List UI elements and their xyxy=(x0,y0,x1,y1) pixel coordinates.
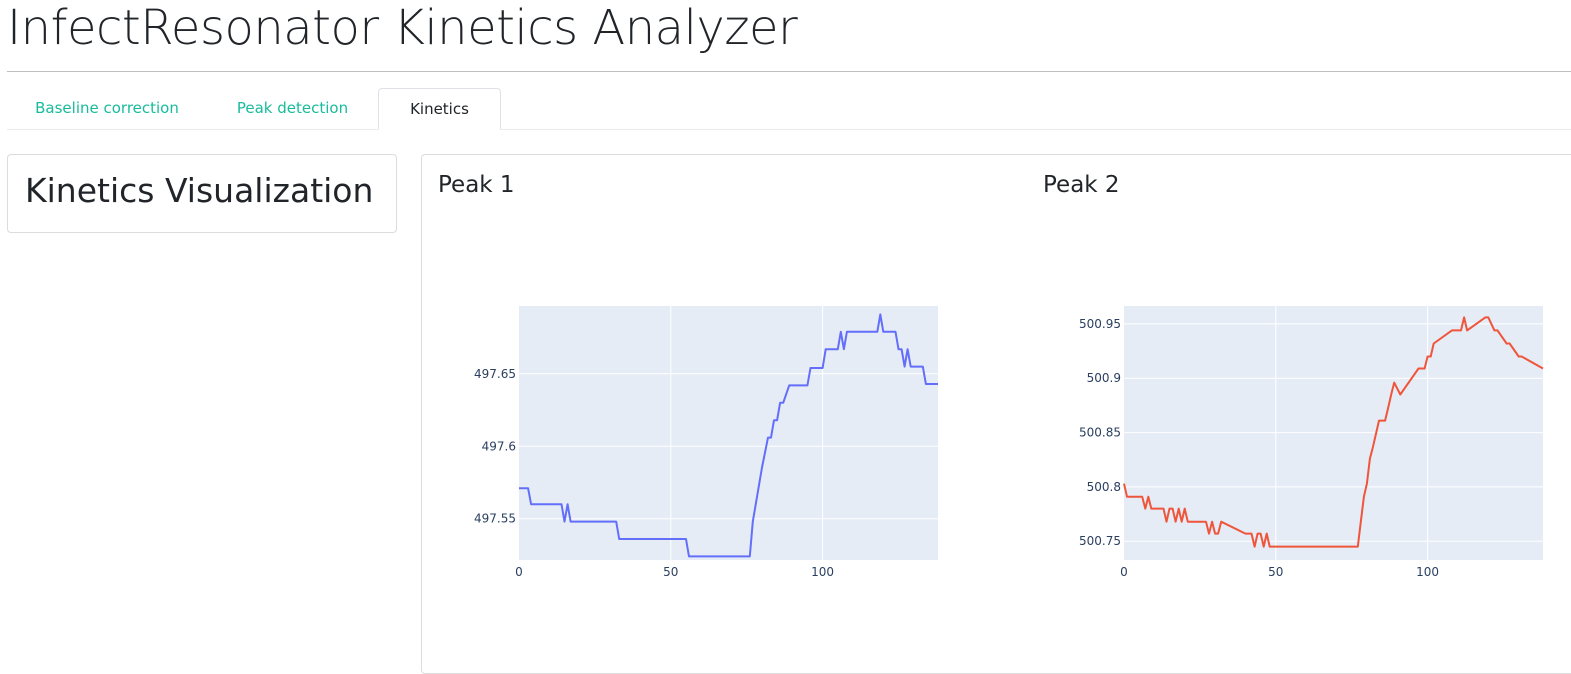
peak2-chart[interactable]: 0 50 100 500.75 500.8 500.85 500.9 500.95 xyxy=(1075,300,1571,590)
app-title: InfectResonator Kinetics Analyzer xyxy=(7,0,798,56)
peak1-y-tick-label: 497.55 xyxy=(474,512,516,526)
peak1-plot-area xyxy=(519,306,938,560)
peak2-x-tick-label: 100 xyxy=(1416,565,1439,579)
peak1-x-tick-label: 50 xyxy=(663,565,678,579)
peak1-y-tick-label: 497.65 xyxy=(474,367,516,381)
tab-kinetics[interactable]: Kinetics xyxy=(378,88,501,130)
tab-peak-detection[interactable]: Peak detection xyxy=(236,99,349,117)
peak1-chart[interactable]: 0 50 100 497.55 497.6 497.65 xyxy=(470,300,950,590)
sidebar-title: Kinetics Visualization xyxy=(25,171,374,210)
peak2-y-tick-label: 500.8 xyxy=(1087,480,1121,494)
title-divider xyxy=(7,71,1571,72)
peak1-series-line xyxy=(519,313,938,558)
tab-bar: Baseline correction Peak detection Kinet… xyxy=(7,88,1571,130)
peak2-y-tick-label: 500.75 xyxy=(1079,534,1121,548)
sidebar-card: Kinetics Visualization xyxy=(7,154,397,233)
peak2-y-tick-label: 500.85 xyxy=(1079,426,1121,440)
peak2-series-line xyxy=(1123,316,1544,548)
peak2-x-tick-label: 0 xyxy=(1120,565,1128,579)
peak1-x-tick-label: 100 xyxy=(811,565,834,579)
peak1-x-tick-label: 0 xyxy=(515,565,523,579)
peak2-plot-title: Peak 2 xyxy=(1043,172,1120,198)
peak2-y-tick-label: 500.9 xyxy=(1087,371,1121,385)
peak2-y-tick-label: 500.95 xyxy=(1079,317,1121,331)
peak1-plot-title: Peak 1 xyxy=(438,172,515,198)
tab-baseline-correction[interactable]: Baseline correction xyxy=(35,99,179,117)
peak2-x-tick-label: 50 xyxy=(1268,565,1283,579)
peak1-y-tick-label: 497.6 xyxy=(482,439,516,453)
